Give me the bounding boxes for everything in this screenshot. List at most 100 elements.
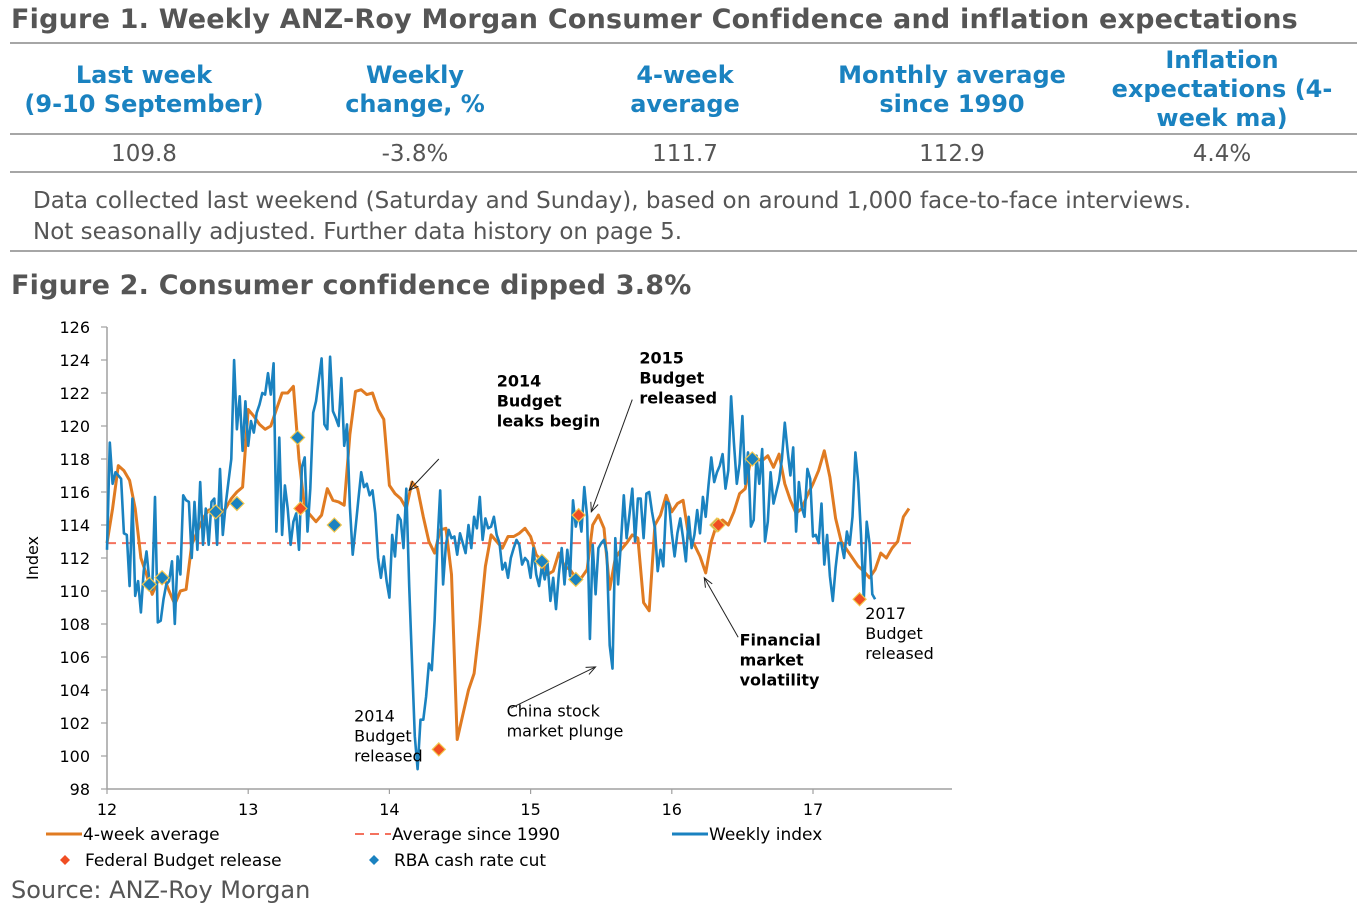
col-header-monthly-average: Monthly average since 1990 <box>812 61 1092 119</box>
col-header-last-week: Last week (9-10 September) <box>10 61 278 119</box>
value-weekly-change: -3.8% <box>381 141 449 167</box>
header-line: 4-week <box>636 61 734 89</box>
legend-label: Average since 1990 <box>392 825 560 845</box>
x-tick-label: 12 <box>97 800 117 819</box>
x-tick-label: 16 <box>662 800 682 819</box>
table-bottom-rule <box>10 171 1357 173</box>
annotation-text: Financial <box>740 630 821 649</box>
header-line: Inflation <box>1165 46 1279 74</box>
series-layer <box>105 355 912 771</box>
x-tick-label: 14 <box>379 800 399 819</box>
header-line: Weekly <box>365 61 464 89</box>
series-4-week-average <box>105 384 911 741</box>
annotation-text: 2014 <box>497 371 542 390</box>
legend: 4-week average Average since 1990 Weekly i… <box>46 825 822 871</box>
footnote-rule <box>10 250 1357 252</box>
arrow-head-icon <box>590 501 599 514</box>
legend-label: RBA cash rate cut <box>394 851 546 871</box>
legend-item: RBA cash rate cut <box>369 851 546 871</box>
y-tick-label: 100 <box>59 747 90 766</box>
budget-release-marker <box>711 517 726 533</box>
legend-item: Weekly index <box>672 825 822 845</box>
value-inflation-expectations: 4.4% <box>1192 141 1252 167</box>
legend-item: Federal Budget release <box>60 851 282 871</box>
figure2-title: Figure 2. Consumer confidence dipped 3.8… <box>11 270 692 301</box>
annotation-arrow <box>408 458 440 491</box>
table-top-rule <box>10 42 1357 44</box>
annotation-text: market <box>740 650 804 669</box>
annotation-text: Budget <box>354 726 412 745</box>
header-line: average <box>630 90 740 118</box>
legend-diamond-icon <box>369 855 379 865</box>
rba-cut-marker <box>534 553 550 570</box>
header-line: (9-10 September) <box>24 90 264 118</box>
y-tick-label: 126 <box>59 318 90 337</box>
annotation-text: volatility <box>740 670 820 689</box>
arrow-head-icon <box>408 480 419 492</box>
legend-label: Federal Budget release <box>85 851 282 871</box>
rba-cut-marker <box>154 569 170 586</box>
y-tick-label: 118 <box>59 450 90 469</box>
y-tick-label: 106 <box>59 648 90 667</box>
consumer-confidence-chart: 98 100 102 104 106 108 110 112 114 116 118 120 122 12… <box>23 318 952 871</box>
annotation-text: leaks begin <box>497 411 601 430</box>
annotation-arrow <box>510 666 596 709</box>
markers-layer <box>141 429 867 757</box>
annotation-text: released <box>639 388 717 407</box>
y-tick-label: 104 <box>59 681 90 700</box>
y-tick-label: 108 <box>59 615 90 634</box>
legend-item: 4-week average <box>46 825 220 845</box>
rba-cut-marker <box>289 429 306 446</box>
y-tick-label: 102 <box>59 714 90 733</box>
source-note: Source: ANZ-Roy Morgan <box>11 876 311 904</box>
rba-cut-marker <box>207 503 224 520</box>
arrow-head-icon <box>585 666 597 675</box>
legend-item: Average since 1990 <box>355 825 560 845</box>
x-tick-label: 13 <box>238 800 258 819</box>
y-tick-label: 112 <box>59 549 90 568</box>
legend-label: Weekly index <box>709 825 822 845</box>
y-tick-label: 124 <box>59 351 90 370</box>
y-tick-label: 122 <box>59 384 90 403</box>
y-tick-label: 116 <box>59 483 90 502</box>
header-line: since 1990 <box>879 90 1025 118</box>
annotation-text: China stock <box>507 701 601 720</box>
x-tick-label: 15 <box>520 800 540 819</box>
rba-cut-marker <box>567 571 584 588</box>
footnote-line: Data collected last weekend (Saturday an… <box>33 188 1192 214</box>
legend-label: 4-week average <box>83 825 220 845</box>
y-axis-label: Index <box>23 536 42 580</box>
annotation-text: Budget <box>639 368 704 387</box>
header-line: expectations (4- <box>1111 75 1333 103</box>
header-line: change, % <box>345 90 485 118</box>
annotation-arrow <box>590 399 633 512</box>
annotation-text: 2017 <box>865 604 906 623</box>
annotation-text: 2015 <box>639 348 684 367</box>
rba-cut-marker <box>141 576 158 593</box>
value-monthly-average: 112.9 <box>919 141 985 167</box>
budget-release-marker <box>293 501 308 516</box>
y-tick-label: 110 <box>59 582 90 601</box>
header-line: Last week <box>75 61 213 89</box>
header-line: Monthly average <box>838 61 1066 89</box>
annotation-text: market plunge <box>507 721 624 740</box>
table-header-rule <box>10 133 1357 135</box>
axes: 98 100 102 104 106 108 110 112 114 116 118 120 122 12… <box>23 318 952 819</box>
annotation-text: 2014 <box>354 706 395 725</box>
annotation-arrow <box>703 577 739 638</box>
rba-cut-marker <box>744 451 761 467</box>
col-header-4week-average: 4-week average <box>570 61 800 119</box>
footnote-line: Not seasonally adjusted. Further data hi… <box>33 219 683 245</box>
value-last-week: 109.8 <box>111 141 177 167</box>
header-line: week ma) <box>1156 104 1288 132</box>
series-weekly-index <box>105 355 877 771</box>
col-header-weekly-change: Weekly change, % <box>300 61 530 119</box>
table-footnote: Data collected last weekend (Saturday an… <box>33 186 1191 248</box>
